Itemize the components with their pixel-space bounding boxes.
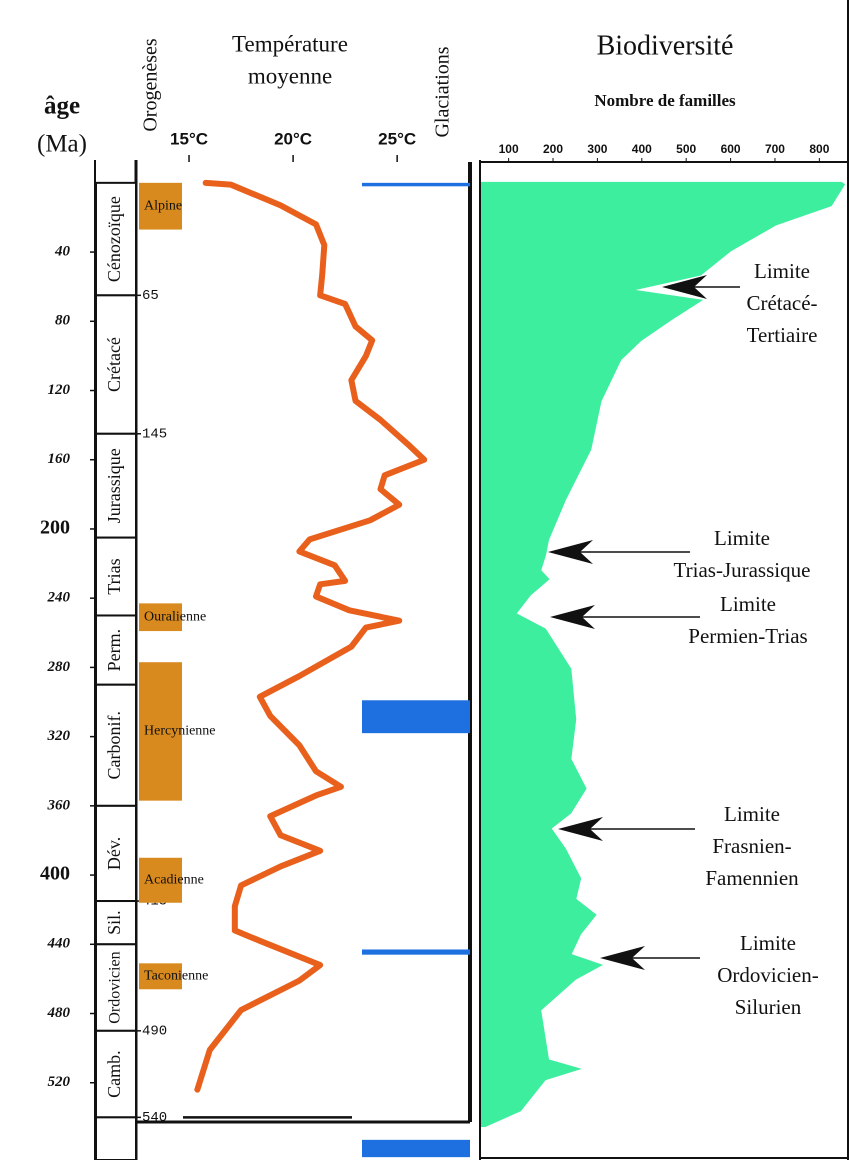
annotation-arrowhead — [662, 275, 707, 299]
family-tick-label: 700 — [765, 142, 785, 156]
period-box — [95, 683, 137, 807]
temperature-title: Température — [232, 31, 348, 56]
boundary-label: 540 — [142, 1110, 167, 1126]
annotation-text: Limite — [714, 526, 770, 550]
annotation-text: Silurien — [735, 995, 802, 1019]
orogeny-box — [139, 857, 182, 903]
glaciation-bar — [362, 1139, 470, 1158]
temperature-line — [194, 179, 428, 1093]
period-box — [95, 614, 137, 686]
annotation-arrowhead — [600, 946, 645, 970]
annotation-text: Ordovicien- — [717, 963, 818, 987]
annotation-text: Limite — [724, 802, 780, 826]
age-tick-label: 440 — [47, 936, 71, 952]
family-tick-label: 600 — [721, 142, 741, 156]
annotation-arrowhead — [550, 605, 595, 629]
boundary-label: 65 — [142, 288, 159, 304]
glaciations-title: Glaciations — [432, 46, 454, 137]
age-tick-label: 520 — [48, 1074, 71, 1090]
glaciation-bar — [362, 700, 470, 734]
age-title: âge — [44, 93, 80, 120]
period-label: Camb. — [104, 1050, 124, 1098]
age-tick-label: 480 — [47, 1005, 71, 1021]
period-label: Cénozoïque — [104, 196, 124, 282]
period-box — [95, 536, 137, 617]
period-box — [95, 804, 137, 903]
annotation-text: Frasnien- — [712, 834, 791, 858]
orogeny-label: Alpine — [144, 198, 182, 213]
period-label: Sil. — [104, 910, 124, 935]
period-label: Jurassique — [104, 448, 124, 523]
temperature-tick-label: 25°C — [378, 129, 416, 148]
age-tick-label: 200 — [40, 517, 70, 539]
biodiversity-area — [481, 181, 846, 1127]
orogeny-box — [139, 603, 182, 632]
annotation-text: Trias-Jurassique — [674, 558, 811, 582]
annotation-text: Permien-Trias — [688, 624, 807, 648]
temperature-tick-label: 15°C — [170, 129, 208, 148]
age-tick-label: 40 — [54, 244, 71, 260]
annotation-text: Limite — [754, 259, 810, 283]
age-tick-label: 120 — [48, 382, 71, 398]
age-tick-label: 160 — [48, 451, 71, 467]
family-tick-label: 500 — [676, 142, 696, 156]
age-tick-label: 320 — [47, 728, 71, 744]
age-tick-label: 360 — [47, 797, 71, 813]
glaciation-bar — [362, 949, 470, 955]
orogeny-label: Ouralienne — [144, 609, 206, 624]
family-tick-label: 800 — [809, 142, 829, 156]
period-box — [95, 1116, 137, 1160]
annotation-text: Famennien — [705, 866, 799, 890]
glaciation-bar — [362, 182, 470, 187]
age-unit: (Ma) — [37, 131, 87, 158]
period-box — [95, 432, 137, 539]
boundary-label: 490 — [142, 1024, 167, 1040]
annotation-text: Limite — [720, 592, 776, 616]
family-tick-label: 200 — [543, 142, 563, 156]
period-label: Ordovicien — [107, 951, 124, 1023]
orogeny-box — [139, 963, 182, 990]
orogeny-label: Acadienne — [144, 872, 204, 887]
period-label: Dév. — [104, 837, 124, 870]
age-tick-label: 280 — [47, 659, 71, 675]
family-tick-label: 300 — [587, 142, 607, 156]
annotation-arrowhead — [548, 540, 593, 564]
age-tick-label: 240 — [47, 590, 71, 606]
annotation-text: Tertiaire — [747, 323, 818, 347]
annotation-text: Limite — [740, 931, 796, 955]
family-tick-label: 400 — [632, 142, 652, 156]
annotation-text: Crétacé- — [746, 291, 817, 315]
family-tick-label: 100 — [499, 142, 519, 156]
age-tick-label: 80 — [55, 313, 71, 329]
period-label: Perm. — [104, 629, 124, 672]
period-label: Crétacé — [104, 337, 124, 392]
biodiversity-subtitle: Nombre de familles — [594, 91, 736, 110]
boundary-label: 145 — [142, 426, 167, 442]
period-box — [95, 1029, 137, 1119]
orogeny-box — [139, 182, 182, 230]
period-box — [95, 943, 137, 1032]
age-tick-label: 400 — [40, 863, 70, 885]
annotation-arrowhead — [558, 817, 603, 841]
period-label: Carbonif. — [104, 711, 124, 779]
orogenies-title: Orogenèses — [140, 38, 162, 132]
period-label: Trias — [104, 558, 124, 594]
orogeny-label: Taconienne — [144, 969, 208, 984]
temperature-tick-label: 20°C — [274, 129, 312, 148]
period-box — [95, 181, 137, 297]
biodiversity-title: Biodiversité — [597, 30, 734, 61]
orogeny-label: Hercynienne — [144, 724, 216, 739]
period-box — [95, 294, 137, 435]
temperature-subtitle: moyenne — [248, 63, 332, 88]
orogeny-box — [139, 662, 182, 801]
